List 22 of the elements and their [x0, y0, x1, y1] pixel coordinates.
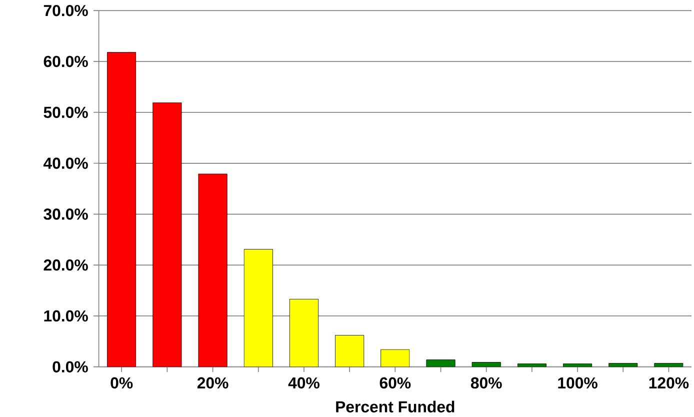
bar [654, 362, 684, 367]
y-tick-label: 50.0% [44, 106, 88, 118]
bar [563, 363, 592, 367]
y-tick-label: 30.0% [44, 208, 88, 220]
x-tick-label: 20% [197, 377, 228, 388]
y-tick-label: 70.0% [44, 4, 88, 16]
y-tick-label: 60.0% [44, 56, 88, 67]
x-tick-label: 0% [110, 377, 133, 388]
y-tick-label: 40.0% [43, 157, 88, 169]
y-tick-label: 0.0% [52, 360, 88, 372]
x-axis-title: Percent Funded [336, 400, 454, 412]
x-tick-label: 120% [649, 377, 689, 388]
y-tick-label: 20.0% [44, 259, 88, 270]
y-tick-label: 10.0% [44, 310, 88, 322]
x-tick-label: 40% [288, 377, 320, 388]
bar [517, 363, 546, 367]
bar [426, 359, 456, 367]
bar [380, 349, 410, 367]
bar [472, 362, 501, 367]
x-tick-label: 100% [558, 377, 598, 388]
x-tick-label: 80% [470, 377, 502, 388]
x-tick-label: 60% [380, 377, 411, 388]
